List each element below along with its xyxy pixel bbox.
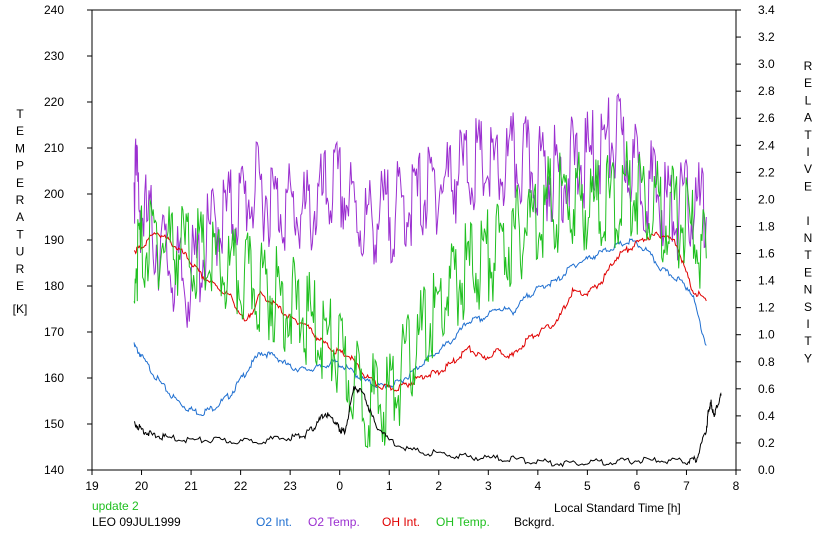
y-right-tick-label: 0.8: [758, 355, 775, 369]
axis-label-letter: T: [804, 128, 812, 142]
y-axis-right: 0.0 0.2 0.4 0.6 0.8 1.0 1.2 1.4 1.6 1.8 2.0 2.2 2.4 2…: [736, 3, 775, 477]
x-axis-label: Local Standard Time [h]: [554, 501, 681, 515]
y-left-tick-label: 210: [44, 141, 64, 155]
y-left-tick-label: 170: [44, 325, 64, 339]
y-left-tick-label: 180: [44, 279, 64, 293]
y-left-tick-label: 140: [44, 463, 64, 477]
series-line-bckgrd: [134, 385, 722, 468]
x-tick-label: 8: [733, 479, 740, 493]
axis-label-letter: V: [804, 162, 812, 176]
x-tick-label: 22: [234, 479, 248, 493]
legend: O2 Int. O2 Temp. OH Int. OH Temp. Bckgrd.: [256, 515, 555, 529]
axis-label-letter: M: [15, 141, 25, 155]
y-right-tick-label: 3.2: [758, 30, 775, 44]
y-label-left-unit: [K]: [13, 302, 28, 316]
axis-label-letter: E: [16, 279, 24, 293]
x-axis: 19 20 21 22 23 0 1 2 3 4 5 6 7 8: [85, 470, 740, 493]
y-right-tick-label: 1.8: [758, 219, 775, 233]
x-tick-label: 6: [634, 479, 641, 493]
y-left-tick-label: 240: [44, 3, 64, 17]
legend-item: OH Temp.: [436, 515, 490, 529]
y-right-tick-label: 1.4: [758, 274, 775, 288]
y-right-tick-label: 0.4: [758, 409, 775, 423]
x-tick-label: 4: [535, 479, 542, 493]
legend-item: Bckgrd.: [514, 515, 555, 529]
axis-label-letter: Y: [804, 351, 812, 365]
y-right-tick-label: 1.0: [758, 328, 775, 342]
x-tick-label: 21: [184, 479, 198, 493]
axis-label-letter: A: [16, 210, 24, 224]
axis-label-letter: T: [804, 334, 812, 348]
y-right-tick-label: 2.2: [758, 165, 775, 179]
legend-item: O2 Int.: [256, 515, 292, 529]
y-right-tick-label: 2.6: [758, 111, 775, 125]
status-label: update 2: [92, 499, 139, 513]
axis-label-letter: U: [16, 245, 25, 259]
y-right-tick-label: 0.0: [758, 463, 775, 477]
axis-label-letter: I: [806, 214, 809, 228]
axis-label-letter: E: [804, 179, 812, 193]
y-axis-left: 140 150 160 170 180 190 200 210 220 230 240: [44, 3, 92, 477]
y-right-tick-label: 1.2: [758, 301, 775, 315]
axis-label-letter: I: [806, 145, 809, 159]
series-line-oh-int: [134, 231, 707, 392]
axis-label-letter: A: [804, 111, 812, 125]
x-tick-label: 5: [584, 479, 591, 493]
y-right-tick-label: 2.0: [758, 192, 775, 206]
y-right-tick-label: 0.6: [758, 382, 775, 396]
station-label: LEO 09JUL1999: [92, 515, 181, 529]
axis-label-letter: I: [806, 317, 809, 331]
y-right-tick-label: 2.4: [758, 138, 775, 152]
axis-label-letter: T: [16, 227, 24, 241]
y-right-tick-label: 3.0: [758, 57, 775, 71]
axis-label-letter: S: [804, 300, 812, 314]
x-tick-label: 3: [485, 479, 492, 493]
series-layer: [133, 92, 722, 468]
x-tick-label: 1: [386, 479, 393, 493]
axis-label-letter: L: [805, 93, 812, 107]
x-tick-label: 20: [135, 479, 149, 493]
series-line-oh-temp: [133, 141, 707, 449]
axis-label-letter: T: [16, 107, 24, 121]
x-tick-label: 0: [336, 479, 343, 493]
axis-label-letter: T: [804, 248, 812, 262]
y-right-tick-label: 3.4: [758, 3, 775, 17]
y-left-tick-label: 150: [44, 417, 64, 431]
y-left-tick-label: 160: [44, 371, 64, 385]
y-left-tick-label: 190: [44, 233, 64, 247]
y-right-tick-label: 1.6: [758, 247, 775, 261]
y-right-tick-label: 2.8: [758, 84, 775, 98]
axis-label-letter: R: [804, 59, 813, 73]
axis-label-letter: E: [804, 265, 812, 279]
y-left-tick-label: 230: [44, 49, 64, 63]
axis-label-letter: E: [804, 76, 812, 90]
axis-label-letter: N: [804, 231, 813, 245]
axis-label-letter: R: [16, 262, 25, 276]
series-line-o2-temp: [133, 92, 707, 328]
y-right-tick-label: 0.2: [758, 436, 775, 450]
axis-label-letter: E: [16, 176, 24, 190]
axis-label-letter: N: [804, 283, 813, 297]
x-tick-label: 7: [683, 479, 690, 493]
legend-item: OH Int.: [382, 515, 420, 529]
x-tick-label: 23: [283, 479, 297, 493]
series-line-o2-int: [133, 238, 707, 416]
axis-label-letter: P: [16, 159, 24, 173]
y-left-tick-label: 220: [44, 95, 64, 109]
y-left-tick-label: 200: [44, 187, 64, 201]
x-tick-label: 19: [85, 479, 99, 493]
axis-label-letter: E: [16, 124, 24, 138]
x-tick-label: 2: [435, 479, 442, 493]
axis-label-letter: R: [16, 193, 25, 207]
legend-item: O2 Temp.: [308, 515, 360, 529]
